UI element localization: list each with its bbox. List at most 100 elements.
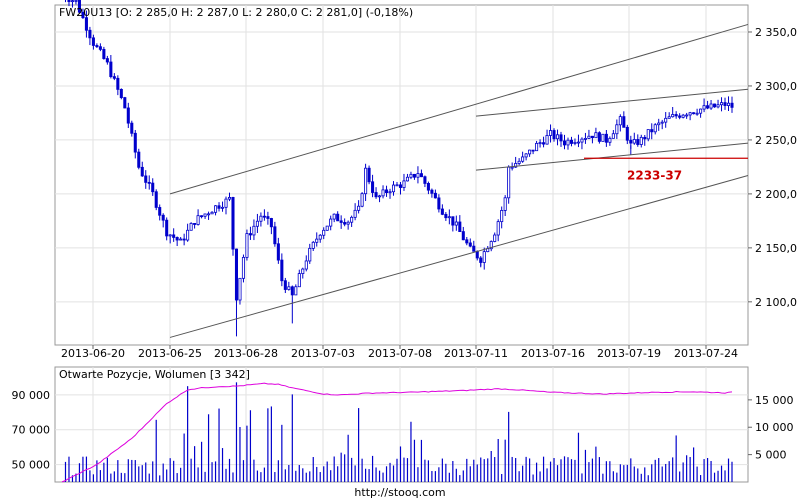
price-candle-body [315,238,319,243]
price-candle-body [706,105,710,109]
price-candle-body [618,116,622,126]
trend-line [475,88,749,117]
price-candle-body [151,182,155,193]
price-candle-body [720,102,724,106]
price-candle-body [608,137,612,143]
price-candle-body [105,58,109,63]
price-candle-body [360,193,364,207]
price-candle-body [423,176,427,184]
price-candle-body [172,234,176,238]
price-candle-body [597,132,601,142]
price-candle-body [84,17,88,31]
price-candle-body [255,220,259,227]
price-candle-body [269,218,273,228]
oi-axis-label: 90 000 [12,389,51,402]
price-candle-body [430,189,434,194]
y-tick-label: 2 150,0 [755,242,797,255]
price-candle-body [207,213,211,216]
price-candle-body [95,45,99,48]
price-candle-body [695,112,699,115]
x-tick-label: 2013-07-24 [674,347,738,360]
price-candle-body [433,192,437,199]
volume-panel: 50 000 70 000 90 000 5 000 10 000 15 000 [12,366,794,483]
x-tick-label: 2013-06-25 [138,347,202,360]
price-candle-body [280,259,284,282]
price-candle-body [538,142,542,145]
price-candle-body [339,220,343,223]
x-tick-label: 2013-07-11 [444,347,508,360]
price-candle-body [524,153,528,158]
price-candle-body [489,241,493,250]
price-candle-body [371,181,375,193]
price-candle-body [702,105,706,110]
price-candle-body [454,221,458,226]
price-candle-body [252,225,256,236]
price-panel: 2013-06-20 2013-06-25 2013-06-28 2013-07-03… [54,0,797,360]
price-candle-body [688,112,692,116]
price-candle-body [214,205,218,213]
price-candle-body [426,183,430,191]
price-candle-body [604,133,608,143]
price-candle-body [325,225,329,231]
price-candle-body [91,37,95,46]
price-candle-body [611,133,615,139]
price-candle-body [398,184,403,188]
price-candle-body [74,0,78,2]
price-candle-body [126,107,130,124]
price-candle-body [137,151,141,168]
price-candle-body [517,160,521,164]
price-candle-body [276,243,280,261]
price-candle-body [266,216,270,219]
price-candle-body [332,213,336,220]
price-candle-body [98,46,102,50]
price-candle-body [622,116,626,128]
trend-line [169,23,749,195]
trend-line [169,175,749,338]
price-candle-body [437,197,441,210]
x-tick-label: 2013-06-28 [214,347,278,360]
price-candle-body [130,122,134,134]
source-url: http://stooq.com [354,486,445,499]
price-candle-body [245,233,249,258]
price-candle-body [311,241,315,249]
price-candle-body [664,117,668,123]
price-candle-body [514,163,518,168]
price-candle-body [646,129,650,140]
price-candle-body [674,114,678,117]
price-candle-body [681,114,685,118]
price-candle-body [555,134,560,140]
price-candle-body [350,216,354,223]
price-candle-body [193,223,197,225]
price-candle-body [297,273,301,288]
volume-chart-title: Otwarte Pozycje, Wolumen [3 342] [59,368,250,381]
price-candle-body [116,77,120,90]
price-candle-body [549,130,553,136]
price-candle-body [210,211,214,215]
price-candle-body [112,76,116,79]
price-candle-body [70,0,74,3]
price-candle-body [535,142,539,152]
price-candle-body [378,195,382,198]
price-candle-body [660,121,664,124]
price-candle-body [140,166,144,177]
price-candle-body [364,167,368,195]
price-candle-body [562,140,567,146]
price-candle-body [318,234,322,240]
price-candle-body [482,251,486,263]
price-candle-body [713,103,717,108]
oi-axis-label: 70 000 [12,424,51,437]
price-candle-body [346,221,350,225]
price-candle-body [77,0,81,13]
price-candle-body [639,136,643,145]
price-candle-body [542,142,546,145]
volume-axis-label: 5 000 [755,449,787,462]
price-candle-body [353,209,357,218]
price-candle-body [385,189,389,194]
price-candle-body [472,245,476,252]
price-candle-body [388,191,392,194]
price-candle-body [531,149,535,152]
x-tick-label: 2013-07-08 [368,347,432,360]
price-candle-body [594,132,598,139]
price-candle-body [573,141,577,144]
y-tick-label: 2 300,0 [755,80,797,93]
